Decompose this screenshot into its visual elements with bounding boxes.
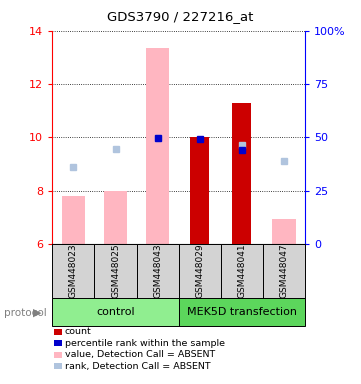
Text: GSM448025: GSM448025 bbox=[111, 243, 120, 298]
Bar bbox=[52, 298, 179, 326]
Text: count: count bbox=[65, 327, 92, 336]
Text: GSM448047: GSM448047 bbox=[279, 243, 288, 298]
Text: control: control bbox=[96, 307, 135, 317]
Text: percentile rank within the sample: percentile rank within the sample bbox=[65, 339, 225, 348]
Text: protocol: protocol bbox=[4, 308, 46, 318]
Text: ▶: ▶ bbox=[33, 308, 42, 318]
Text: GSM448043: GSM448043 bbox=[153, 243, 162, 298]
Bar bbox=[232, 103, 251, 244]
Text: rank, Detection Call = ABSENT: rank, Detection Call = ABSENT bbox=[65, 362, 210, 371]
Bar bbox=[95, 244, 136, 298]
Bar bbox=[136, 244, 179, 298]
Bar bbox=[263, 244, 305, 298]
Bar bbox=[179, 298, 305, 326]
Bar bbox=[62, 196, 85, 244]
Text: GSM448041: GSM448041 bbox=[238, 243, 246, 298]
Bar bbox=[273, 218, 296, 244]
Text: MEK5D transfection: MEK5D transfection bbox=[187, 307, 297, 317]
Bar bbox=[52, 244, 95, 298]
Text: GSM448023: GSM448023 bbox=[69, 243, 78, 298]
Bar bbox=[190, 137, 209, 244]
Bar bbox=[221, 244, 263, 298]
Text: value, Detection Call = ABSENT: value, Detection Call = ABSENT bbox=[65, 350, 215, 359]
Text: GSM448029: GSM448029 bbox=[195, 243, 204, 298]
Bar bbox=[179, 244, 221, 298]
Text: GDS3790 / 227216_at: GDS3790 / 227216_at bbox=[107, 10, 254, 23]
Bar bbox=[146, 48, 169, 244]
Bar bbox=[104, 190, 127, 244]
